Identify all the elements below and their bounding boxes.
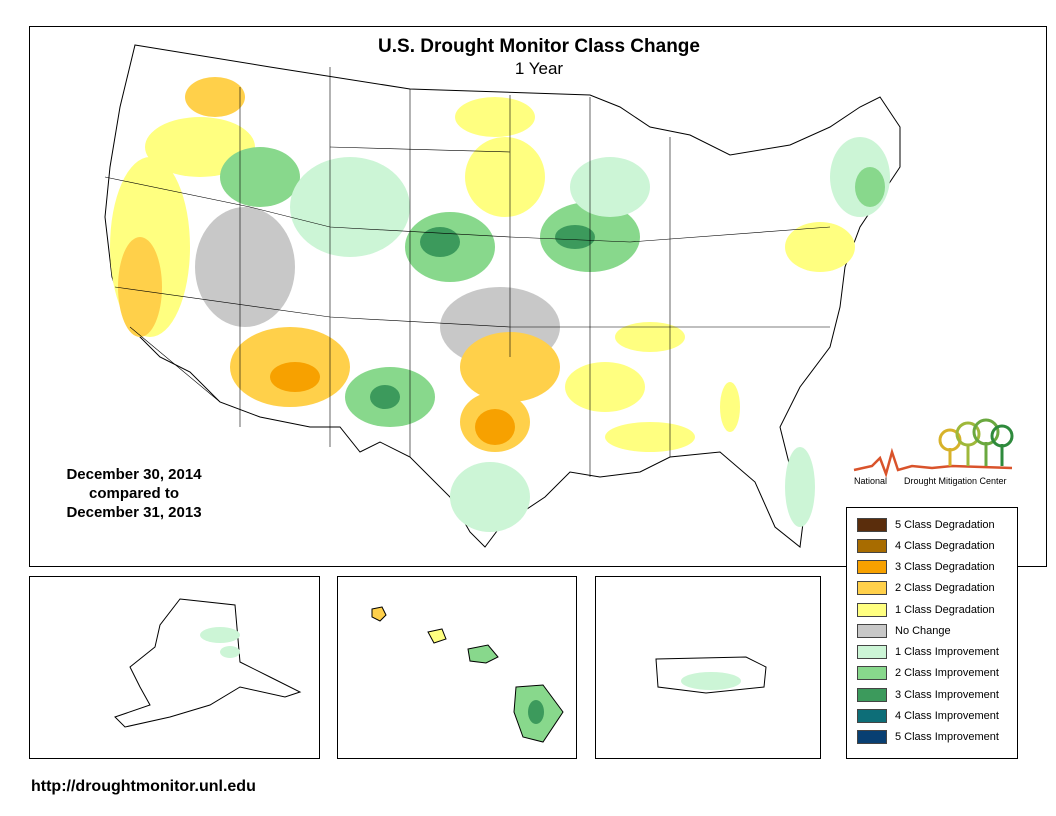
legend-label: 5 Class Improvement (895, 731, 999, 743)
state-boundaries (104, 67, 831, 477)
legend: 5 Class Degradation 4 Class Degradation … (846, 507, 1018, 759)
legend-label: 3 Class Degradation (895, 561, 995, 573)
legend-label: 1 Class Degradation (895, 604, 995, 616)
compared-to-label: compared to (88, 485, 179, 502)
legend-item: No Change (857, 623, 951, 639)
map-title: U.S. Drought Monitor Class Change (378, 36, 700, 57)
oahu (427, 628, 447, 644)
legend-swatch (857, 539, 887, 553)
legend-swatch (857, 518, 887, 532)
source-url[interactable]: http://droughtmonitor.unl.edu (31, 778, 256, 795)
puerto-rico-inset-panel (595, 576, 821, 759)
legend-item: 5 Class Improvement (857, 729, 999, 745)
alaska-outline (114, 598, 302, 728)
legend-swatch (857, 688, 887, 702)
maui-group (467, 644, 499, 664)
hawaii-inset-panel (337, 576, 577, 759)
legend-swatch (857, 666, 887, 680)
logo-word-ndmc: Drought Mitigation Center (904, 476, 1007, 486)
hawaii-map-graphic (371, 606, 564, 743)
ndmc-logo: National Drought Mitigation Center (852, 414, 1016, 490)
legend-swatch (857, 603, 887, 617)
legend-item: 4 Class Improvement (857, 708, 999, 724)
kauai (371, 606, 387, 622)
legend-item: 2 Class Degradation (857, 580, 995, 596)
logo-word-national: National (854, 476, 888, 486)
legend-swatch (857, 709, 887, 723)
puerto-rico-map-graphic (655, 656, 767, 694)
alaska-map-graphic (114, 598, 302, 728)
legend-label: 4 Class Degradation (895, 540, 995, 552)
legend-item: 5 Class Degradation (857, 517, 995, 533)
legend-item: 3 Class Improvement (857, 687, 999, 703)
legend-swatch (857, 560, 887, 574)
legend-item: 2 Class Improvement (857, 665, 999, 681)
legend-label: 4 Class Improvement (895, 710, 999, 722)
comparison-dates: December 30, 2014 compared to December 3… (44, 465, 224, 522)
legend-label: No Change (895, 625, 951, 637)
legend-swatch (857, 581, 887, 595)
legend-item: 1 Class Degradation (857, 602, 995, 618)
ndmc-logo-graphic (853, 418, 1014, 479)
legend-item: 3 Class Degradation (857, 559, 995, 575)
previous-date: December 31, 2013 (66, 504, 202, 521)
conus-map-graphic (104, 44, 901, 548)
legend-label: 2 Class Degradation (895, 582, 995, 594)
legend-swatch (857, 730, 887, 744)
map-subtitle: 1 Year (514, 59, 564, 78)
conus-map-panel: U.S. Drought Monitor Class Change 1 Year… (29, 26, 1047, 567)
legend-label: 3 Class Improvement (895, 689, 999, 701)
legend-swatch (857, 645, 887, 659)
current-date: December 30, 2014 (66, 466, 202, 483)
legend-item: 4 Class Degradation (857, 538, 995, 554)
legend-label: 2 Class Improvement (895, 667, 999, 679)
legend-label: 1 Class Improvement (895, 646, 999, 658)
legend-label: 5 Class Degradation (895, 519, 995, 531)
legend-swatch (857, 624, 887, 638)
alaska-inset-panel (29, 576, 320, 759)
legend-item: 1 Class Improvement (857, 644, 999, 660)
